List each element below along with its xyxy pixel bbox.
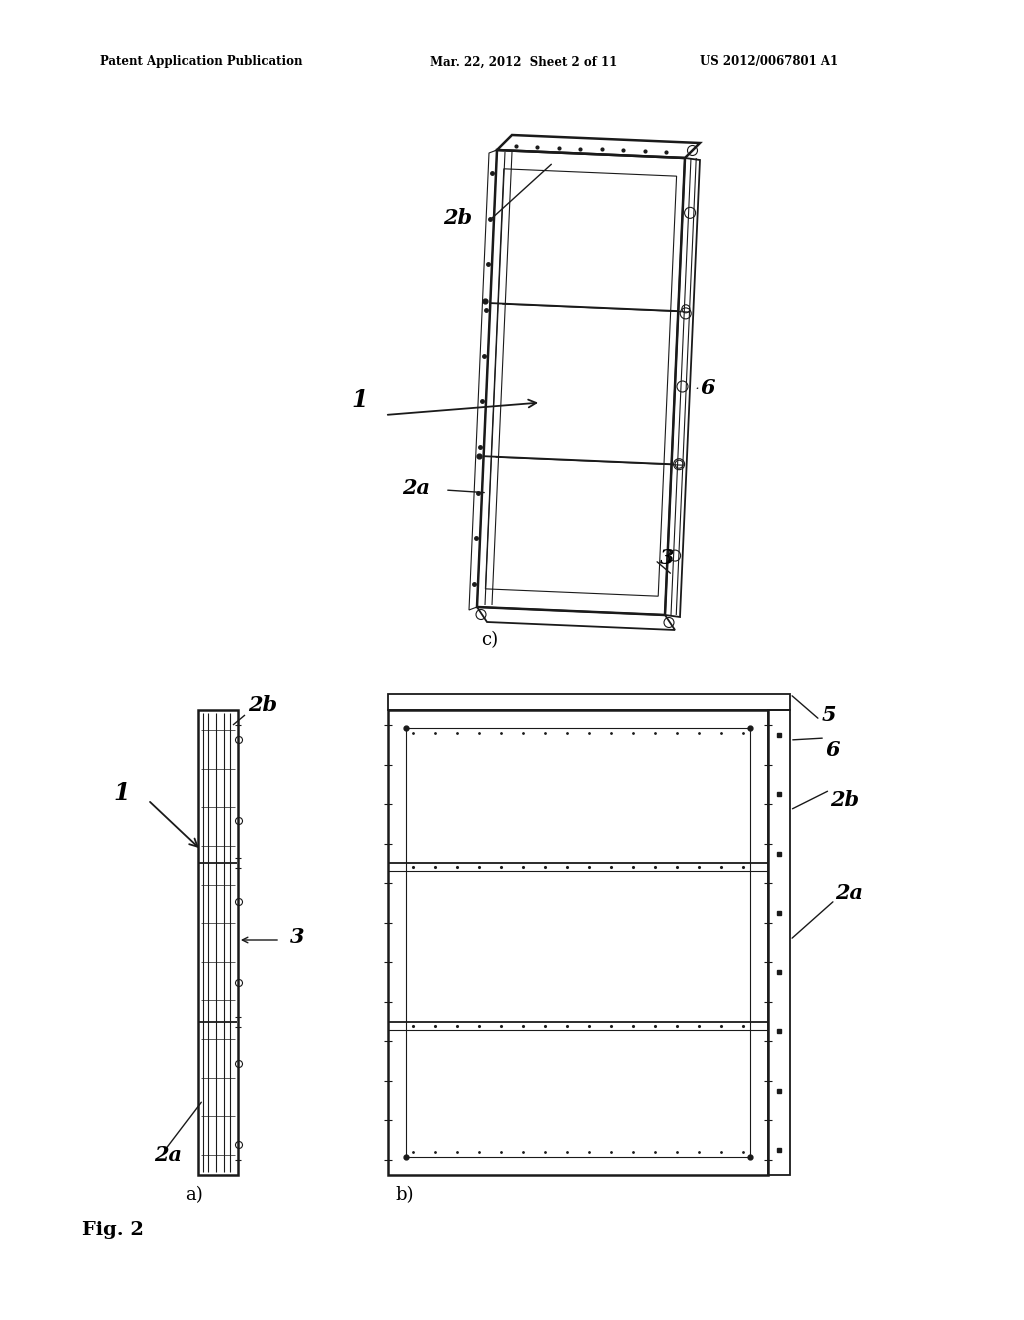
Text: a): a) [185,1185,203,1204]
Text: Patent Application Publication: Patent Application Publication [100,55,302,69]
Text: 6: 6 [700,378,715,399]
Text: 2a: 2a [154,1144,182,1166]
Text: b): b) [395,1185,414,1204]
Text: 1: 1 [114,781,130,805]
Text: Mar. 22, 2012  Sheet 2 of 11: Mar. 22, 2012 Sheet 2 of 11 [430,55,617,69]
Text: 6: 6 [825,741,840,760]
Text: 3: 3 [290,927,304,946]
Text: 3: 3 [660,548,675,568]
Text: c): c) [481,631,499,649]
Text: 5: 5 [822,705,837,725]
Text: 1: 1 [351,388,368,412]
Text: 2b: 2b [830,789,859,810]
Text: US 2012/0067801 A1: US 2012/0067801 A1 [700,55,838,69]
Text: Fig. 2: Fig. 2 [82,1221,144,1239]
Text: 2a: 2a [835,883,863,903]
Text: 2b: 2b [442,209,472,228]
Text: 2b: 2b [248,696,278,715]
Text: 2a: 2a [402,478,430,498]
